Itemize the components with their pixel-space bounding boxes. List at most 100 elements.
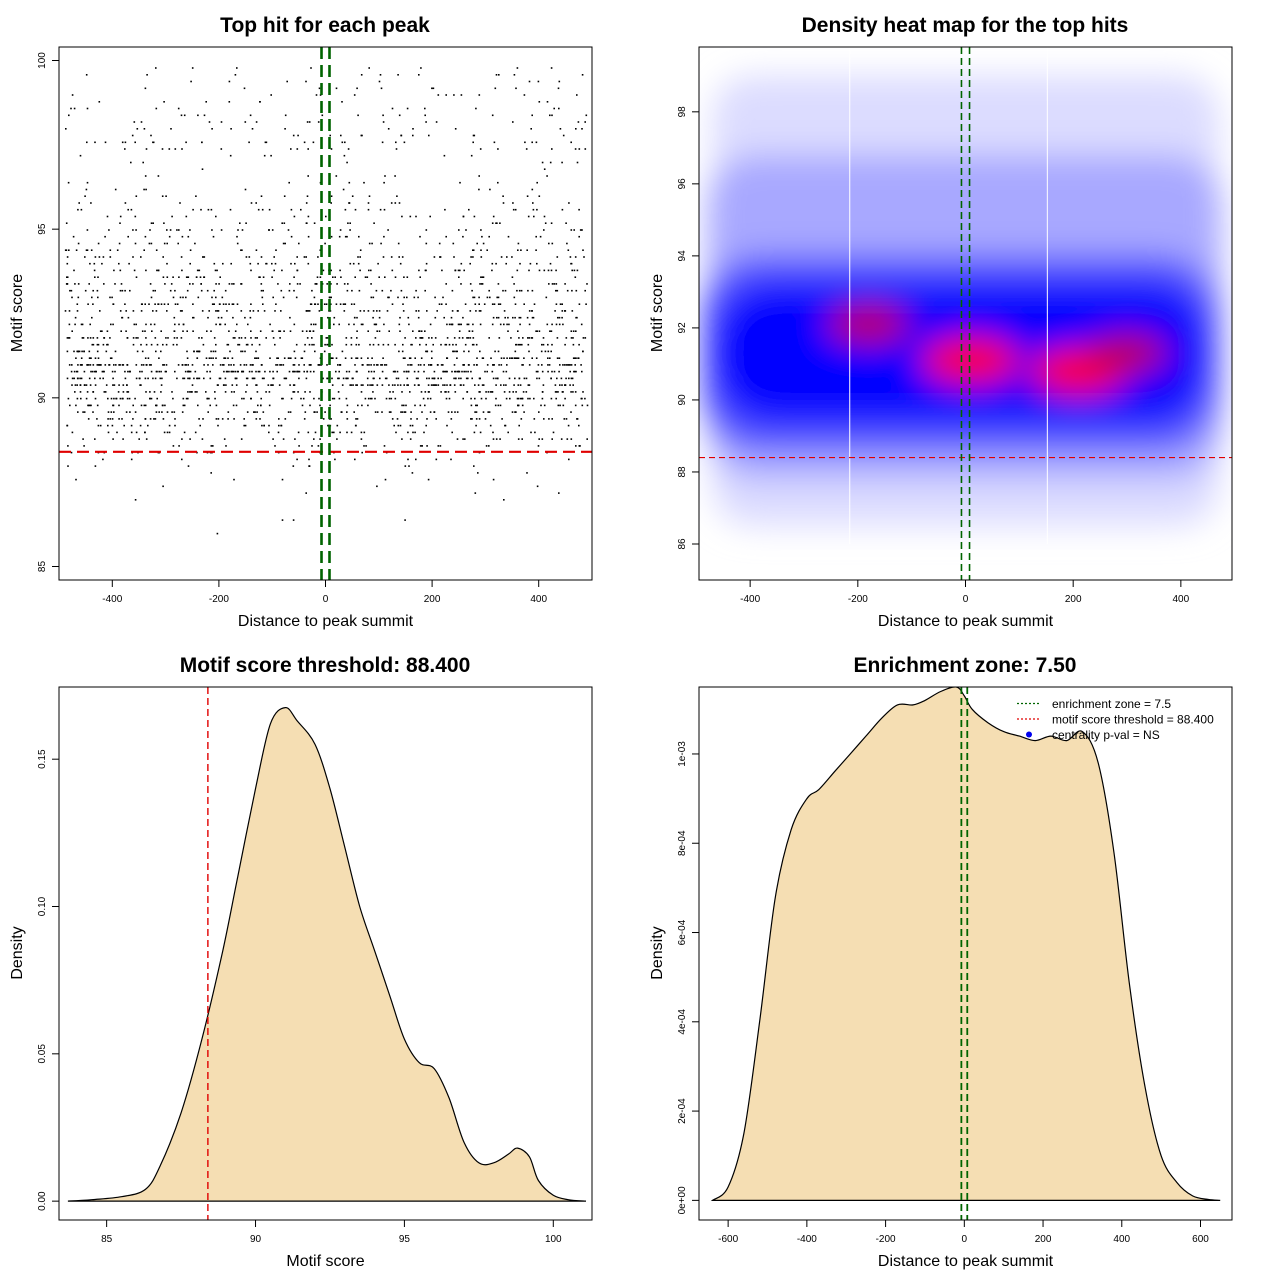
scatter-point bbox=[245, 391, 247, 393]
scatter-point bbox=[145, 391, 147, 393]
scatter-point bbox=[575, 370, 577, 373]
scatter-point bbox=[329, 134, 331, 137]
scatter-point bbox=[168, 235, 171, 238]
scatter-point bbox=[391, 384, 394, 386]
scatter-point bbox=[83, 445, 85, 447]
scatter-point bbox=[505, 384, 507, 386]
scatter-point bbox=[554, 384, 557, 386]
scatter-point bbox=[244, 337, 247, 339]
scatter-point bbox=[248, 141, 250, 144]
scatter-point bbox=[575, 289, 578, 292]
scatter-point bbox=[394, 175, 396, 177]
scatter-point bbox=[305, 492, 307, 494]
scatter-point bbox=[527, 384, 530, 386]
scatter-point bbox=[318, 397, 320, 400]
scatter-point bbox=[573, 370, 576, 373]
scatter-point bbox=[303, 370, 305, 373]
scatter-point bbox=[211, 128, 213, 130]
scatter-point bbox=[89, 404, 91, 407]
scatter-point bbox=[435, 121, 438, 123]
scatter-point bbox=[232, 370, 235, 373]
scatter-point bbox=[338, 235, 341, 238]
scatter-point bbox=[279, 337, 281, 339]
scatter-point bbox=[338, 397, 341, 400]
scatter-point bbox=[177, 107, 180, 110]
scatter-point bbox=[258, 276, 260, 278]
scatter-point bbox=[191, 67, 194, 69]
scatter-point bbox=[140, 364, 143, 366]
scatter-point bbox=[368, 269, 370, 272]
scatter-point bbox=[513, 357, 516, 359]
scatter-point bbox=[207, 208, 210, 211]
scatter-point bbox=[80, 357, 83, 359]
scatter-point bbox=[310, 364, 312, 366]
scatter-point bbox=[457, 323, 460, 326]
scatter-point bbox=[257, 310, 259, 312]
scatter-point bbox=[480, 249, 482, 251]
scatter-point bbox=[130, 424, 133, 427]
scatter-point bbox=[313, 438, 315, 440]
scatter-point bbox=[176, 343, 178, 346]
scatter-point bbox=[152, 377, 154, 380]
scatter-point bbox=[403, 141, 406, 144]
scatter-point bbox=[551, 370, 553, 373]
scatter-point bbox=[562, 134, 565, 137]
scatter-point bbox=[127, 208, 129, 211]
scatter-point bbox=[206, 397, 208, 400]
scatter-point bbox=[533, 397, 535, 400]
scatter-point bbox=[493, 303, 496, 305]
panel-heatmap-plot bbox=[699, 47, 1232, 580]
scatter-point bbox=[145, 269, 147, 272]
scatter-point bbox=[425, 262, 428, 265]
scatter-point bbox=[228, 330, 230, 332]
scatter-point bbox=[187, 370, 189, 373]
scatter-point bbox=[341, 384, 344, 386]
scatter-point bbox=[206, 289, 209, 292]
scatter-point bbox=[443, 316, 445, 319]
scatter-point bbox=[538, 411, 540, 413]
scatter-point bbox=[424, 107, 426, 110]
scatter-point bbox=[463, 269, 465, 272]
scatter-point bbox=[481, 276, 484, 278]
scatter-point bbox=[401, 404, 403, 407]
scatter-point bbox=[182, 377, 184, 380]
scatter-point bbox=[460, 377, 462, 380]
scatter-point bbox=[388, 330, 390, 332]
scatter-point bbox=[197, 296, 200, 299]
scatter-point bbox=[140, 404, 143, 407]
scatter-point bbox=[535, 235, 537, 238]
scatter-point bbox=[350, 303, 353, 305]
scatter-point bbox=[87, 404, 89, 407]
scatter-point bbox=[134, 499, 137, 501]
scatter-point bbox=[283, 330, 285, 332]
scatter-point bbox=[481, 283, 484, 285]
scatter-point bbox=[65, 222, 68, 224]
scatter-point bbox=[395, 377, 398, 380]
scatter-point bbox=[433, 384, 436, 386]
scatter-point bbox=[155, 107, 158, 110]
scatter-point bbox=[144, 357, 147, 359]
scatter-point bbox=[458, 323, 461, 326]
panel-scatter-title: Top hit for each peak bbox=[220, 14, 430, 37]
scatter-point bbox=[506, 364, 508, 366]
scatter-point bbox=[394, 276, 397, 278]
scatter-point bbox=[267, 384, 270, 386]
scatter-point bbox=[114, 350, 117, 353]
scatter-point bbox=[527, 289, 529, 292]
x-tick-label: -400 bbox=[740, 594, 760, 605]
scatter-point bbox=[178, 276, 180, 278]
scatter-point bbox=[98, 101, 101, 103]
scatter-point bbox=[387, 128, 390, 130]
scatter-point bbox=[419, 235, 421, 238]
scatter-point bbox=[576, 418, 578, 420]
scatter-point bbox=[448, 397, 451, 400]
scatter-point bbox=[530, 128, 532, 130]
scatter-point bbox=[548, 364, 551, 366]
scatter-point bbox=[563, 364, 566, 366]
scatter-point bbox=[220, 121, 223, 123]
scatter-point bbox=[87, 303, 89, 305]
scatter-point bbox=[81, 350, 83, 353]
scatter-point bbox=[493, 141, 496, 144]
scatter-point bbox=[376, 330, 378, 332]
scatter-point bbox=[574, 148, 577, 150]
